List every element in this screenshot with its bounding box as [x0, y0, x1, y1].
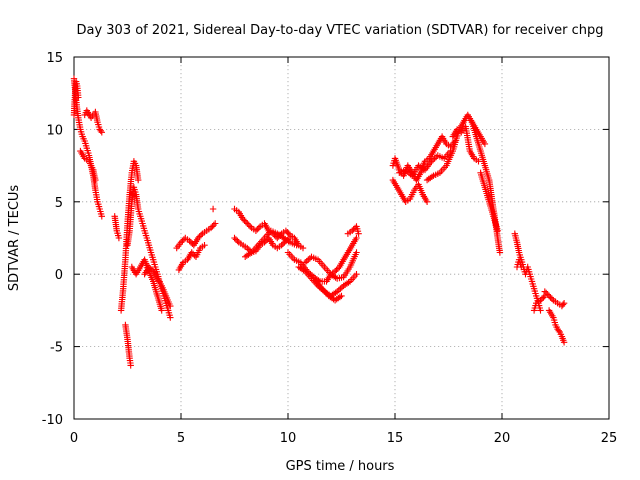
data-point: [97, 127, 104, 134]
data-point: [135, 176, 142, 184]
data-point: [188, 249, 195, 256]
data-point: [147, 265, 154, 272]
data-point: [353, 271, 360, 278]
data-point: [194, 234, 202, 242]
data-point: [560, 339, 568, 346]
data-point: [541, 288, 548, 295]
data-point: [254, 226, 261, 233]
data-point: [179, 237, 186, 245]
data-point: [167, 314, 174, 321]
data-point: [244, 220, 251, 227]
plot-border: [73, 56, 610, 420]
x-tick-label: 20: [494, 431, 511, 446]
data-point: [232, 236, 240, 243]
data-point: [92, 176, 99, 184]
x-tick-label: 10: [280, 431, 297, 446]
data-point: [187, 239, 195, 246]
data-point: [209, 223, 216, 230]
data-point: [241, 217, 248, 224]
data-point: [555, 327, 562, 334]
data-point: [247, 223, 254, 230]
data-point: [353, 234, 360, 242]
x-axis-label: GPS time / hours: [286, 459, 395, 474]
data-point: [560, 300, 568, 307]
data-point: [423, 198, 431, 205]
x-tick-label: 25: [601, 431, 618, 446]
data-point: [299, 244, 307, 252]
data-point: [189, 250, 197, 258]
data-point: [234, 237, 241, 245]
y-tick-label: 5: [55, 196, 63, 211]
data-point: [115, 234, 123, 242]
data-point: [355, 230, 362, 237]
data-point: [209, 205, 217, 213]
data-point: [278, 242, 285, 249]
y-tick-label: -5: [50, 341, 63, 356]
data-point: [279, 240, 287, 247]
data-point: [518, 263, 525, 271]
data-point: [242, 218, 250, 226]
data-point: [544, 291, 551, 298]
data-point: [127, 362, 134, 369]
data-point: [303, 258, 310, 265]
data-point: [177, 239, 185, 246]
data-point: [201, 242, 208, 249]
data-point: [252, 227, 260, 234]
data-point: [349, 227, 356, 234]
data-point: [331, 268, 339, 275]
grid: [74, 57, 609, 419]
axis-ticks: 0 5 10 15 20 25 -10 -5 0 5 10 15: [42, 51, 618, 446]
data-point: [158, 307, 165, 314]
data-point: [496, 249, 504, 256]
data-point: [559, 301, 567, 308]
data-point: [244, 244, 251, 252]
y-tick-label: 10: [46, 123, 63, 138]
data-point: [547, 294, 554, 301]
data-point: [338, 292, 345, 300]
data-point: [207, 224, 215, 232]
data-point: [337, 285, 344, 292]
data-point: [494, 227, 501, 234]
data-point: [98, 213, 105, 220]
data-point: [196, 233, 203, 240]
data-point: [186, 237, 193, 245]
data-point: [481, 140, 489, 148]
x-tick-label: 0: [70, 431, 78, 446]
data-point: [282, 227, 290, 234]
x-tick-label: 5: [177, 431, 185, 446]
data-points: [70, 75, 568, 369]
data-point: [543, 289, 550, 297]
data-point: [545, 292, 553, 300]
data-point: [212, 220, 219, 227]
data-point: [75, 94, 82, 101]
data-point: [538, 295, 546, 302]
data-point: [245, 221, 252, 229]
data-point: [210, 221, 217, 229]
data-point: [255, 224, 262, 232]
y-tick-label: -10: [42, 413, 63, 428]
data-point: [284, 229, 291, 236]
y-tick-label: 0: [55, 268, 63, 283]
data-point: [239, 216, 247, 223]
data-point: [231, 234, 238, 242]
data-point: [548, 295, 556, 302]
data-point: [285, 230, 292, 237]
data-point: [537, 307, 544, 314]
data-point: [333, 266, 340, 274]
chart-title: Day 303 of 2021, Sidereal Day-to-day VTE…: [76, 23, 603, 38]
data-point: [98, 129, 105, 136]
data-point: [197, 231, 205, 239]
y-axis-label: SDTVAR / TECUs: [7, 185, 22, 292]
data-point: [167, 302, 174, 310]
plot-frame: [73, 56, 610, 420]
data-point: [540, 294, 547, 301]
x-tick-label: 15: [387, 431, 404, 446]
data-point: [537, 297, 544, 304]
y-tick-label: 15: [46, 51, 63, 66]
data-point: [145, 263, 153, 271]
data-point: [353, 249, 360, 256]
data-point: [293, 242, 300, 249]
